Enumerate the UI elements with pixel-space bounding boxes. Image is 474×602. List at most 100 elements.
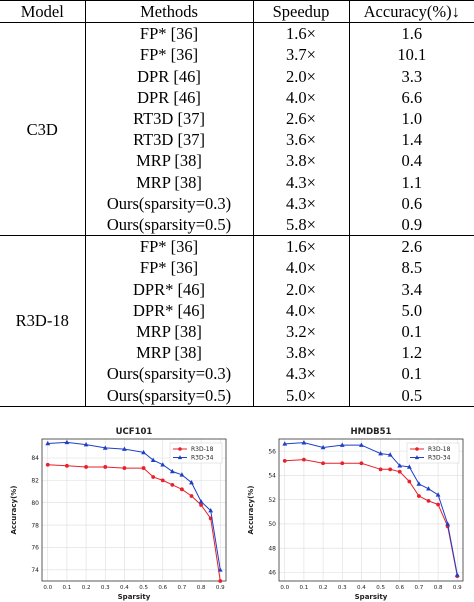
table-row: FP* [36] 4.0× 8.5	[0, 257, 474, 279]
data-point-r3d-18	[218, 579, 223, 583]
data-point-r3d-18	[199, 503, 203, 507]
speedup-cell: 2.0×	[253, 278, 350, 300]
table-header-row: Model Methods Speedup Accuracy(%)↓	[0, 0, 474, 24]
data-point-r3d-18	[378, 467, 383, 472]
x-tick-label: 0.7	[178, 585, 187, 591]
data-point-r3d-34	[339, 442, 345, 447]
y-tick-label: 56	[268, 448, 276, 455]
table-row: MRP [38] 3.2× 0.1	[0, 321, 474, 343]
data-point-r3d-34	[378, 450, 383, 456]
speedup-cell: 4.3×	[253, 192, 350, 215]
speedup-cell: 4.3×	[253, 171, 350, 193]
table-row: FP* [36] 3.7× 10.1	[0, 44, 474, 66]
accuracy-cell: 1.1	[401, 172, 423, 192]
accuracy-cell: 6.6	[401, 87, 423, 107]
data-point-r3d-18	[321, 461, 325, 466]
y-tick-label: 48	[268, 545, 276, 552]
x-tick-label: 0.1	[63, 585, 72, 591]
x-tick-label: 0.2	[82, 585, 91, 591]
data-point-r3d-34	[301, 440, 307, 445]
table-row: DPR [46] 4.0× 6.6	[0, 86, 474, 109]
method-cell: RT3D [37]	[85, 108, 254, 130]
speedup-cell: 1.6×	[253, 22, 350, 45]
table-row: MRP [38] 3.8× 1.2	[0, 342, 474, 364]
data-point-r3d-34	[83, 441, 89, 447]
data-point-r3d-34	[150, 457, 156, 463]
data-point-r3d-18	[45, 462, 50, 467]
y-tick-label: 74	[31, 567, 39, 574]
table-row: RT3D [37] 3.6× 1.4	[0, 129, 474, 151]
x-tick-label: 0.2	[319, 585, 328, 591]
header-speedup: Speedup	[253, 0, 350, 24]
method-cell: Ours(sparsity=0.5)	[85, 214, 254, 236]
data-point-r3d-34	[208, 507, 214, 513]
data-point-r3d-18	[160, 478, 165, 483]
y-tick-label: 82	[31, 478, 39, 485]
data-point-r3d-34	[282, 441, 288, 446]
hmdb51-chart: HMDB51 46 48 50 52 54 56 0.0 0.1 0.2 0.3 0.4 0.5 0.6 0…	[237, 424, 474, 602]
data-point-r3d-34	[320, 444, 326, 450]
method-cell: FP* [36]	[85, 22, 254, 45]
hmdb51-y-axis-label: Accuracy(%)	[247, 486, 255, 535]
series-line-r3d-34	[47, 441, 221, 570]
method-cell: FP* [36]	[85, 235, 254, 258]
x-tick-label: 0.0	[43, 585, 52, 591]
x-tick-label: 0.9	[216, 585, 225, 591]
data-point-r3d-18	[103, 465, 108, 469]
legend-marker	[415, 447, 419, 451]
accuracy-cell: 3.4	[401, 279, 423, 299]
data-point-r3d-34	[387, 452, 393, 457]
legend-label: R3D-34	[428, 455, 451, 462]
speedup-cell: 3.8×	[253, 342, 350, 364]
x-tick-label: 0.1	[300, 585, 309, 591]
y-tick-label: 84	[31, 455, 39, 462]
table-row: Ours(sparsity=0.3) 4.3× 0.1	[0, 363, 474, 385]
method-cell: DPR* [46]	[85, 278, 254, 300]
method-cell: MRP [38]	[85, 321, 254, 343]
series-line-r3d-34	[284, 442, 458, 575]
hmdb51-svg: HMDB51 46 48 50 52 54 56 0.0 0.1 0.2 0.3 0.4 0.5 0.6 0…	[247, 427, 464, 601]
accuracy-cell: 1.6	[349, 22, 474, 45]
method-cell: MRP [38]	[85, 171, 254, 193]
hmdb51-x-axis-label: Sparsity	[355, 593, 388, 601]
data-point-r3d-34	[435, 492, 441, 497]
table-row: Ours(sparsity=0.5) 5.8× 0.9	[0, 214, 474, 236]
accuracy-cell: 3.3	[401, 66, 423, 86]
method-cell: Ours(sparsity=0.3)	[85, 363, 254, 385]
speedup-cell: 3.2×	[253, 321, 350, 343]
table-row: Ours(sparsity=0.3) 4.3× 0.6	[0, 192, 474, 215]
speedup-cell: 4.0×	[253, 299, 350, 322]
data-point-r3d-34	[445, 521, 451, 526]
table-row: R3D-18 FP* [36] 1.6× 2.6	[0, 235, 474, 407]
speedup-cell: 2.6×	[253, 108, 350, 130]
y-tick-label: 50	[268, 521, 276, 528]
data-point-r3d-18	[407, 479, 412, 484]
data-point-r3d-34	[189, 480, 194, 485]
accuracy-cell: 0.5	[349, 384, 474, 407]
series-line-r3d-18	[284, 459, 458, 577]
table-row: RT3D [37] 2.6× 1.0	[0, 108, 474, 130]
speedup-cell: 1.6×	[253, 235, 350, 258]
data-point-r3d-18	[141, 466, 146, 470]
hmdb51-title: HMDB51	[351, 427, 392, 437]
data-point-r3d-34	[397, 463, 403, 468]
y-tick-label: 78	[31, 522, 39, 529]
accuracy-cell: 2.6	[349, 235, 474, 258]
x-tick-label: 0.5	[376, 585, 385, 591]
data-point-r3d-34	[416, 481, 422, 486]
x-tick-label: 0.6	[395, 585, 404, 591]
data-point-r3d-18	[417, 494, 421, 498]
x-tick-label: 0.5	[139, 585, 148, 591]
y-tick-label: 54	[268, 473, 276, 480]
data-point-r3d-18	[65, 463, 69, 468]
ucf101-plot-frame	[41, 438, 227, 582]
legend-label: R3D-34	[191, 455, 214, 462]
method-cell: DPR [46]	[85, 86, 254, 109]
data-point-r3d-18	[151, 475, 156, 479]
legend-marker	[414, 455, 420, 460]
x-tick-label: 0.4	[120, 585, 129, 591]
data-point-r3d-18	[436, 502, 440, 507]
method-cell: MRP [38]	[85, 342, 254, 364]
data-point-r3d-34	[122, 446, 127, 451]
method-cell: FP* [36]	[85, 257, 254, 279]
